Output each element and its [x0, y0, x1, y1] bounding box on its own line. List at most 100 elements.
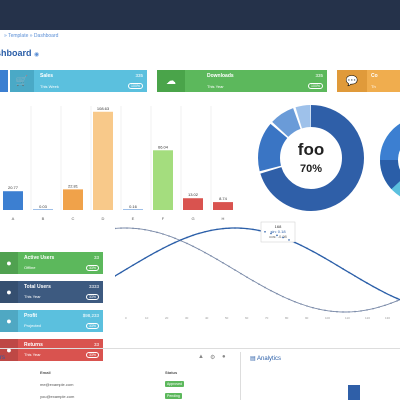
status-badge: Pending — [165, 393, 182, 399]
active-users-card[interactable]: ● Active Users 33 Offline 33% — [0, 252, 103, 274]
line-point — [294, 241, 296, 244]
total-users-card[interactable]: ● Total Users 3333 This Year 33% — [0, 281, 103, 303]
card-sub: Offline — [24, 265, 36, 270]
downloads-value: 335 — [315, 73, 323, 78]
line-point — [396, 300, 398, 302]
comments-sub: Th — [371, 84, 376, 89]
line-point — [258, 229, 260, 232]
sales-value: 335 — [135, 73, 143, 78]
settings-icon[interactable]: ⚙ — [210, 355, 216, 361]
line-point — [228, 265, 230, 268]
breadcrumb[interactable]: » Template » Dashboard — [4, 33, 59, 39]
card-sub: This Year — [24, 352, 41, 357]
bar-category-label: G — [191, 216, 194, 221]
line-point — [360, 310, 362, 312]
bar-F — [153, 150, 173, 210]
card-sub: This Year — [24, 294, 41, 299]
card-value: $98,233 — [82, 313, 99, 318]
line-point — [246, 227, 248, 230]
line-point — [240, 272, 242, 275]
comments-icon: 💬 — [337, 70, 367, 92]
line-point — [252, 228, 254, 231]
card-value: 3333 — [88, 284, 99, 289]
line-point — [126, 227, 128, 229]
bar-value-label: 8.74 — [219, 196, 228, 201]
bar-category-label: H — [222, 216, 225, 221]
line-point — [264, 286, 266, 289]
returns-card[interactable]: ● Returns 33 This Year 33% — [0, 339, 103, 361]
line-point — [306, 247, 308, 250]
bar-B — [33, 209, 53, 210]
downloads-pill: 100% — [308, 83, 323, 89]
line-point — [132, 264, 134, 267]
bar-G — [183, 198, 203, 210]
user-icon: ● — [0, 252, 18, 274]
x-tick-label: 60 — [245, 316, 249, 320]
close-icon[interactable]: ● — [222, 354, 226, 360]
line-point — [138, 228, 140, 230]
x-tick-label: 50 — [225, 316, 229, 320]
line-point — [144, 257, 146, 259]
table-row-email[interactable]: me@example.com — [40, 382, 74, 387]
line-point — [115, 275, 116, 277]
line-point — [240, 227, 242, 229]
comments-label: Co — [371, 73, 378, 79]
cloud-download-icon: ☁ — [157, 70, 185, 92]
line-point — [126, 268, 128, 270]
x-tick-label: 40 — [205, 316, 209, 320]
card-label: Returns — [24, 342, 43, 348]
line-point — [174, 241, 176, 244]
bar-category-label: D — [102, 216, 105, 221]
line-point — [336, 264, 338, 267]
bar-category-label: B — [42, 216, 45, 221]
x-tick-label: 10 — [145, 316, 149, 320]
line-point — [276, 234, 278, 237]
downloads-card[interactable]: ☁ Downloads 335 This Year 100% — [157, 70, 327, 92]
page-title: shboard ◉ — [0, 48, 40, 58]
collapse-icon[interactable]: ▲ — [198, 354, 204, 360]
line-point — [234, 269, 236, 271]
users-table-title: rs — [0, 355, 5, 361]
sales-card[interactable]: 🛒 Sales 335 This Week 100% — [10, 70, 147, 92]
line-point — [270, 289, 272, 292]
x-tick-label: 80 — [285, 316, 289, 320]
chart-icon: ▤ — [250, 356, 256, 362]
users-icon: ● — [0, 281, 18, 303]
partial-card — [0, 70, 8, 92]
line-point — [270, 232, 272, 235]
line-point — [312, 250, 314, 253]
line-point — [318, 308, 320, 310]
line-point — [162, 247, 164, 250]
comments-card[interactable]: 💬 Co Th — [337, 70, 400, 92]
table-row-status: Pending — [165, 393, 182, 399]
line-point — [384, 304, 386, 307]
table-row-email[interactable]: you@example.com — [40, 394, 75, 399]
line-point — [282, 295, 284, 298]
donut-chart-2 — [380, 123, 400, 197]
line-point — [378, 306, 380, 308]
bar-value-label: 0.16 — [129, 204, 138, 209]
analytics-title: ▤ Analytics — [250, 356, 282, 362]
line-point — [318, 254, 320, 256]
x-tick-label: 20 — [165, 316, 169, 320]
bar-H — [213, 202, 233, 210]
line-point — [222, 227, 224, 230]
card-label: Profit — [24, 313, 38, 319]
x-tick-label: 110 — [345, 316, 350, 320]
line-point — [336, 310, 338, 313]
x-tick-label: 90 — [305, 316, 309, 320]
line-point — [162, 233, 164, 235]
sine-line — [115, 227, 400, 301]
donut-label: foo — [298, 140, 324, 159]
line-point — [288, 239, 290, 241]
table-row-status: Approved — [165, 381, 184, 387]
line-point — [168, 235, 170, 237]
bar-value-label: 13.02 — [188, 192, 199, 197]
profit-card[interactable]: ● Profit $98,233 Projected 33% — [0, 310, 103, 332]
line-point — [342, 268, 344, 270]
line-point — [330, 260, 332, 263]
bar-D — [93, 111, 113, 210]
line-point — [252, 279, 254, 282]
line-point — [306, 305, 308, 307]
donut-value: 70% — [300, 163, 322, 175]
